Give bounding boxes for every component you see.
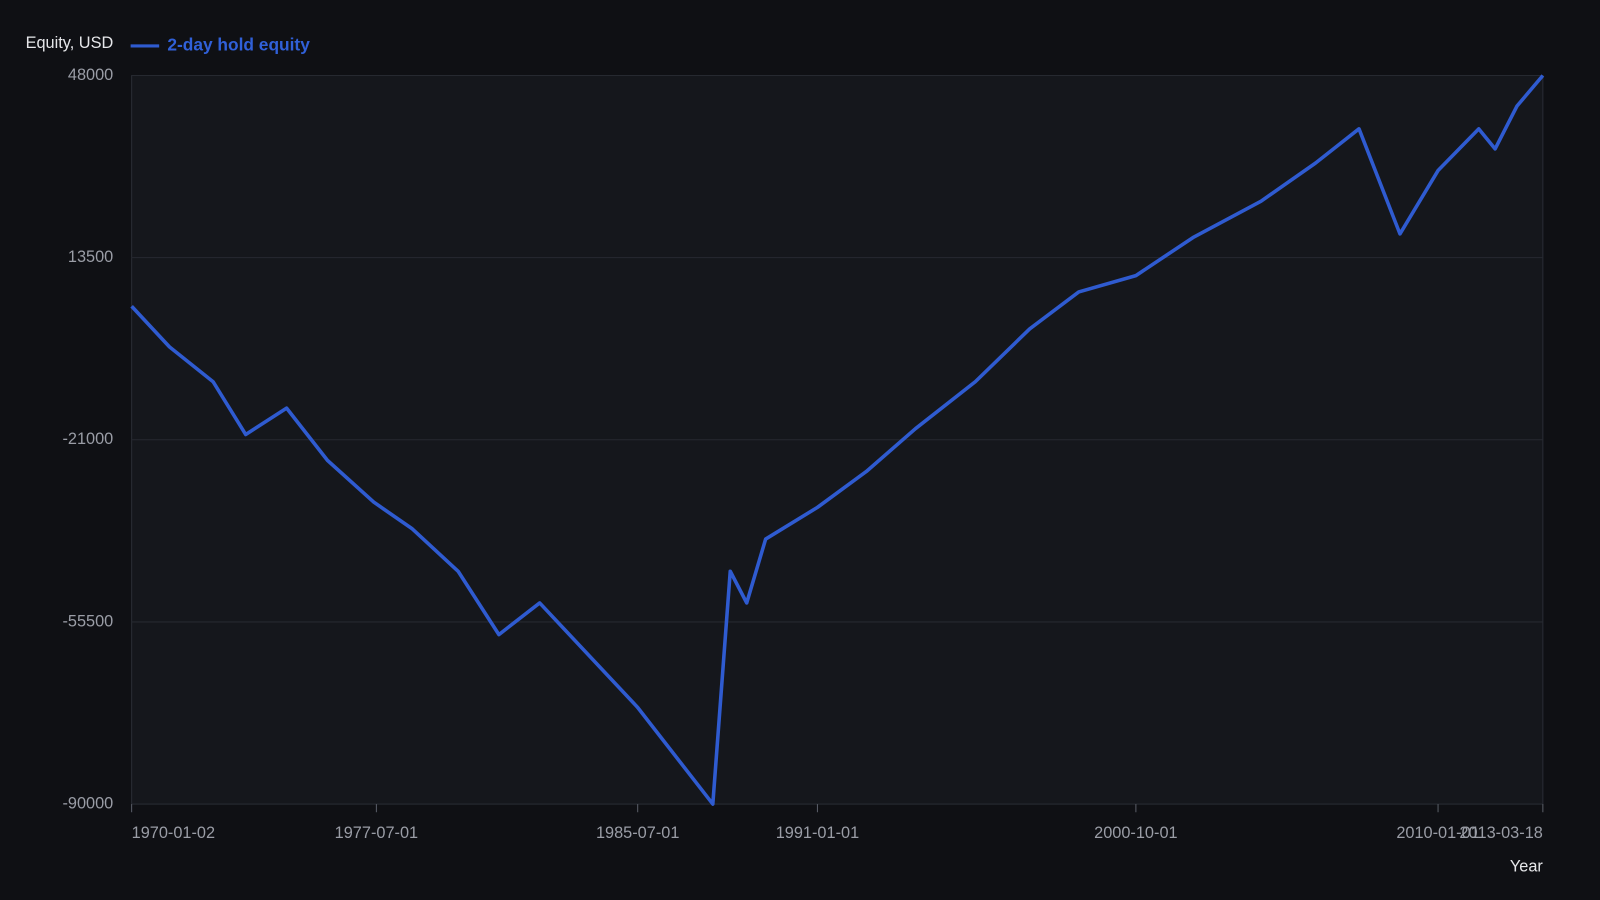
x-tick-label: 1977-07-01	[335, 824, 418, 842]
y-axis-label: Equity, USD	[26, 34, 114, 52]
x-tick-label: 2013-03-18	[1459, 824, 1542, 842]
y-tick-label: -55500	[62, 612, 113, 630]
x-tick-label: 2000-10-01	[1094, 824, 1177, 842]
x-tick-label: 1985-07-01	[596, 824, 679, 842]
y-tick-label: -90000	[62, 794, 113, 812]
legend-label[interactable]: 2-day hold equity	[167, 34, 310, 54]
x-tick-label: 1970-01-02	[132, 824, 215, 842]
x-tick-label: 1991-01-01	[776, 824, 859, 842]
y-tick-label: -21000	[62, 430, 113, 448]
y-tick-label: 13500	[68, 248, 113, 266]
equity-line	[130, 74, 1545, 806]
x-tick-label: 2010-01-01	[1396, 824, 1479, 842]
y-tick-label: 48000	[68, 66, 113, 84]
x-axis-label: Year	[1510, 858, 1544, 876]
